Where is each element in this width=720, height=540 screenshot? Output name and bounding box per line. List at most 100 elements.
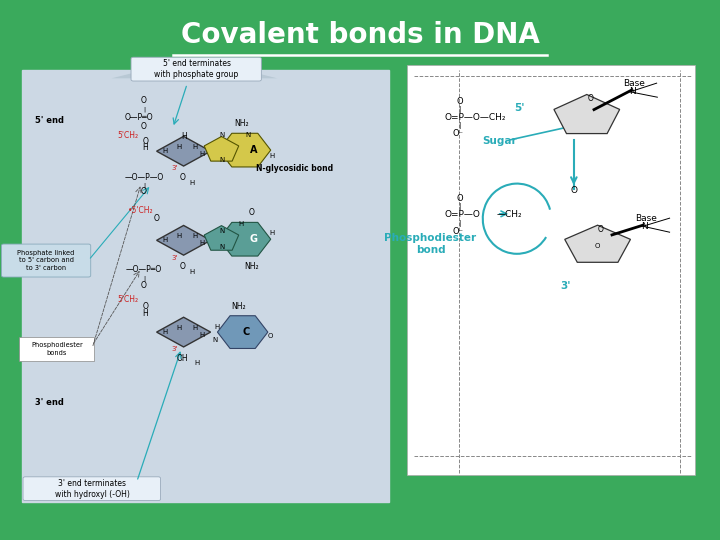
Text: 3': 3' [172, 254, 178, 261]
Text: H: H [162, 148, 168, 154]
Text: O: O [570, 186, 577, 194]
Text: O: O [154, 214, 160, 222]
Text: H: H [143, 144, 148, 152]
Text: H: H [199, 240, 205, 246]
Text: 3' end terminates
with hydroxyl (-OH): 3' end terminates with hydroxyl (-OH) [55, 478, 130, 499]
Text: Phosphate linked
to 5' carbon and
to 3' carbon: Phosphate linked to 5' carbon and to 3' … [17, 250, 75, 271]
Text: 5'CH₂: 5'CH₂ [117, 295, 139, 304]
Text: Sugar: Sugar [482, 137, 517, 146]
Text: O: O [143, 137, 148, 146]
Polygon shape [204, 226, 239, 250]
Text: O: O [456, 194, 463, 203]
Text: O: O [141, 281, 147, 289]
Text: •5'CH₂: •5'CH₂ [128, 206, 154, 215]
Text: NH₂: NH₂ [234, 119, 248, 127]
Text: O: O [179, 262, 185, 271]
Polygon shape [157, 317, 210, 347]
Text: O: O [143, 302, 148, 311]
Text: |: | [143, 183, 145, 188]
Text: H: H [176, 233, 182, 239]
Polygon shape [219, 222, 271, 256]
Text: O⁻: O⁻ [452, 227, 464, 236]
Text: 3': 3' [172, 346, 178, 353]
Text: N: N [219, 132, 225, 138]
Text: 5'CH₂: 5'CH₂ [117, 131, 139, 139]
Text: OH: OH [176, 354, 188, 362]
Text: H: H [162, 329, 168, 335]
FancyBboxPatch shape [22, 70, 389, 502]
Text: N: N [219, 157, 225, 163]
Text: H: H [189, 179, 195, 186]
Polygon shape [157, 226, 210, 255]
Text: N: N [212, 337, 218, 343]
Text: H: H [162, 237, 168, 244]
Text: |: | [458, 203, 461, 210]
Text: O: O [595, 242, 600, 249]
Polygon shape [564, 225, 631, 262]
Text: H: H [181, 132, 187, 141]
Text: —O—P═O: —O—P═O [126, 266, 162, 274]
Text: NH₂: NH₂ [232, 302, 246, 310]
Polygon shape [112, 70, 277, 78]
Text: O: O [588, 94, 593, 103]
Text: O⁻: O⁻ [452, 130, 464, 138]
Text: N-glycosidic bond: N-glycosidic bond [256, 164, 333, 173]
Text: H: H [192, 144, 198, 150]
Polygon shape [217, 316, 268, 348]
Text: N: N [219, 244, 225, 251]
Text: G: G [249, 234, 258, 244]
Polygon shape [157, 137, 210, 166]
Text: N: N [246, 132, 251, 138]
Text: Phosphodiester
bond: Phosphodiester bond [384, 233, 477, 255]
Text: Base: Base [635, 214, 657, 223]
Text: Base: Base [623, 79, 644, 88]
Text: O: O [141, 123, 147, 131]
Text: H: H [192, 233, 198, 239]
Text: N: N [219, 228, 225, 234]
Text: 5' end terminates
with phosphate group: 5' end terminates with phosphate group [154, 59, 239, 79]
Text: O—P═O: O—P═O [125, 113, 153, 122]
Text: 3' end: 3' end [35, 398, 63, 407]
Text: O: O [598, 225, 604, 234]
Text: O=P—O: O=P—O [445, 210, 481, 219]
Text: O: O [456, 97, 463, 106]
Text: O: O [249, 208, 255, 217]
Text: H: H [176, 144, 182, 150]
Text: N: N [629, 87, 636, 96]
Text: —CH₂: —CH₂ [497, 210, 523, 219]
Text: Covalent bonds in DNA: Covalent bonds in DNA [181, 21, 539, 49]
Polygon shape [554, 94, 620, 133]
Text: O=P—O—CH₂: O=P—O—CH₂ [445, 113, 506, 122]
Text: 5': 5' [515, 103, 525, 113]
Text: A: A [250, 145, 257, 155]
FancyBboxPatch shape [131, 57, 261, 81]
Text: |: | [143, 275, 145, 281]
Text: Phosphodiester
bonds: Phosphodiester bonds [31, 342, 83, 355]
Text: H: H [143, 309, 148, 318]
Text: |: | [143, 107, 145, 112]
Text: H: H [189, 268, 195, 275]
Text: H: H [192, 325, 198, 331]
Text: —O—P—O: —O—P—O [125, 173, 163, 181]
FancyBboxPatch shape [407, 65, 695, 475]
Text: H: H [269, 230, 275, 236]
Text: O: O [267, 333, 273, 340]
Text: 3': 3' [560, 281, 570, 291]
Polygon shape [219, 133, 271, 167]
Text: 3': 3' [172, 165, 178, 172]
Text: H: H [199, 151, 205, 157]
FancyBboxPatch shape [19, 337, 94, 361]
Text: |: | [458, 122, 461, 129]
Text: C: C [243, 327, 250, 337]
Text: 5' end: 5' end [35, 116, 63, 125]
Text: O: O [179, 173, 185, 181]
Text: O: O [141, 187, 147, 196]
Text: H: H [176, 325, 182, 331]
Text: H: H [199, 332, 205, 338]
Text: H: H [269, 152, 275, 159]
Text: H: H [194, 360, 199, 367]
FancyBboxPatch shape [1, 244, 91, 277]
Text: O: O [141, 97, 147, 105]
Text: N: N [641, 222, 648, 231]
Text: H: H [215, 323, 220, 330]
